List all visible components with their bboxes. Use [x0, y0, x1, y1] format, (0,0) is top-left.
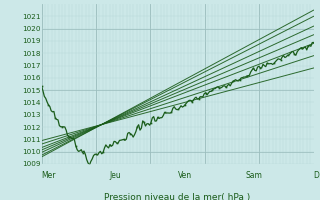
Text: Ven: Ven — [178, 171, 192, 180]
Text: Jeu: Jeu — [109, 171, 121, 180]
Text: Sam: Sam — [246, 171, 262, 180]
Text: D: D — [314, 171, 319, 180]
Text: Mer: Mer — [42, 171, 56, 180]
Text: Pression niveau de la mer( hPa ): Pression niveau de la mer( hPa ) — [104, 193, 251, 200]
